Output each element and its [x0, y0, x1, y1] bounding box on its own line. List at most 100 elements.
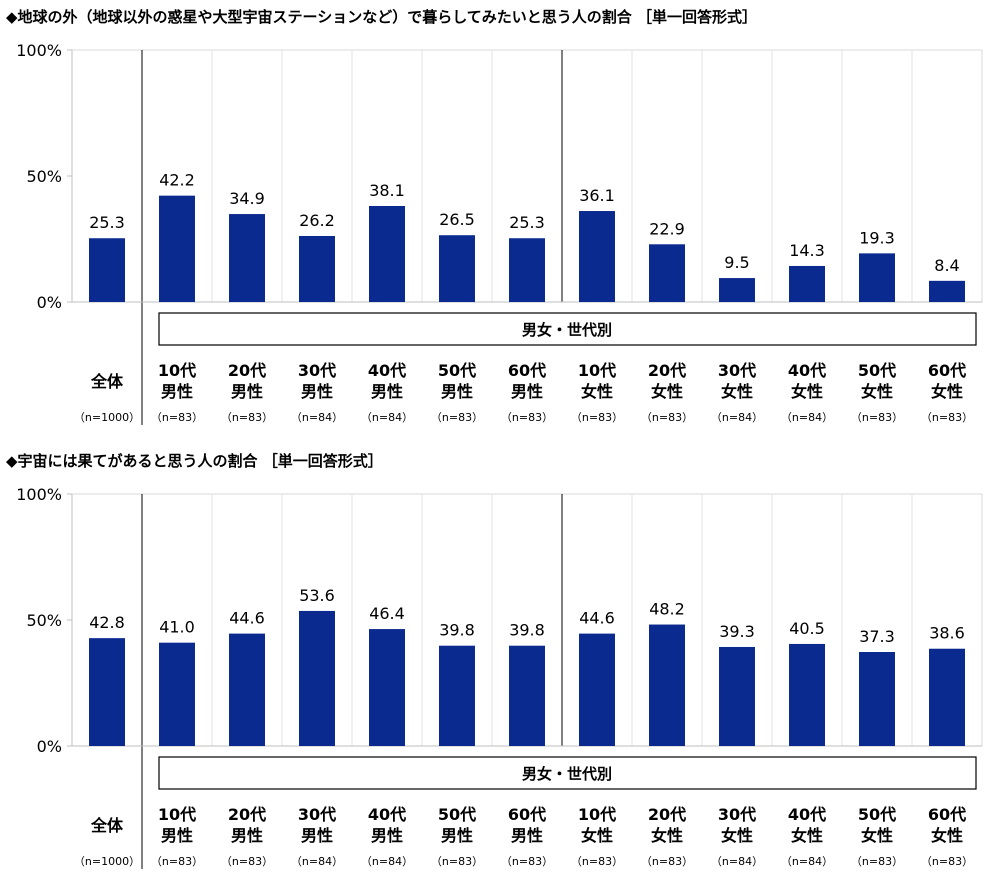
bar — [789, 643, 825, 746]
category-label: 女性 — [791, 382, 823, 401]
data-label: 42.2 — [159, 171, 195, 190]
data-label: 39.3 — [719, 622, 755, 641]
y-tick-label: 100% — [16, 41, 62, 60]
bar — [159, 642, 195, 746]
bar — [439, 645, 475, 746]
category-label: 60代 — [928, 361, 966, 380]
category-label: 男性 — [371, 382, 403, 401]
category-label: 40代 — [788, 805, 826, 824]
data-label: 39.8 — [439, 621, 475, 640]
category-label: 40代 — [368, 805, 406, 824]
sample-size-label: （n=84） — [711, 855, 763, 868]
category-label: 女性 — [931, 826, 963, 845]
bar — [649, 624, 685, 746]
sample-size-label: （n=83） — [851, 855, 903, 868]
category-label: 女性 — [861, 382, 893, 401]
category-label: 50代 — [858, 361, 896, 380]
chart-title: ◆宇宙には果てがあると思う人の割合 ［単一回答形式］ — [6, 452, 383, 470]
sample-size-label: （n=83） — [921, 855, 973, 868]
bar — [859, 652, 895, 746]
category-label: 10代 — [158, 805, 196, 824]
sample-size-label: （n=1000） — [74, 855, 140, 868]
category-label: 30代 — [718, 361, 756, 380]
sample-size-label: （n=83） — [921, 411, 973, 424]
y-tick-label: 100% — [16, 485, 62, 504]
y-tick-label: 0% — [37, 737, 62, 756]
bar — [929, 648, 965, 746]
category-label: 50代 — [438, 805, 476, 824]
category-label: 女性 — [721, 826, 753, 845]
sample-size-label: （n=83） — [221, 411, 273, 424]
data-label: 26.5 — [439, 210, 475, 229]
group-label: 男女・世代別 — [522, 765, 612, 783]
data-label: 9.5 — [724, 253, 749, 272]
category-label: 60代 — [508, 361, 546, 380]
category-label: 全体 — [90, 816, 124, 835]
category-label: 女性 — [721, 382, 753, 401]
sample-size-label: （n=84） — [361, 411, 413, 424]
category-label: 女性 — [931, 382, 963, 401]
sample-size-label: （n=83） — [431, 855, 483, 868]
bar — [579, 211, 615, 302]
bar — [159, 195, 195, 302]
category-label: 20代 — [228, 361, 266, 380]
sample-size-label: （n=84） — [711, 411, 763, 424]
category-label: 女性 — [861, 826, 893, 845]
category-label: 40代 — [368, 361, 406, 380]
category-label: 20代 — [648, 805, 686, 824]
category-label: 60代 — [928, 805, 966, 824]
category-label: 女性 — [651, 826, 683, 845]
bar — [719, 646, 755, 746]
sample-size-label: （n=84） — [781, 855, 833, 868]
category-label: 30代 — [298, 805, 336, 824]
category-label: 男性 — [161, 382, 193, 401]
category-label: 50代 — [858, 805, 896, 824]
bar — [789, 265, 825, 302]
data-label: 38.6 — [929, 624, 965, 643]
category-label: 10代 — [578, 805, 616, 824]
category-label: 女性 — [581, 826, 613, 845]
bar — [89, 638, 125, 746]
sample-size-label: （n=83） — [501, 411, 553, 424]
bar — [89, 238, 125, 302]
sample-size-label: （n=84） — [291, 855, 343, 868]
group-box — [158, 756, 977, 790]
category-label: 男性 — [231, 382, 263, 401]
category-label: 男性 — [511, 382, 543, 401]
category-label: 男性 — [441, 382, 473, 401]
bar — [929, 280, 965, 302]
category-label: 男性 — [511, 826, 543, 845]
category-label: 男性 — [231, 826, 263, 845]
sample-size-label: （n=83） — [851, 411, 903, 424]
category-label: 30代 — [298, 361, 336, 380]
chart-1: ◆地球の外（地球以外の惑星や大型宇宙ステーションなど）で暮らしてみたいと思う人の… — [6, 8, 983, 425]
bar — [229, 633, 265, 746]
category-label: 20代 — [648, 361, 686, 380]
sample-size-label: （n=84） — [361, 855, 413, 868]
bar — [719, 278, 755, 302]
sample-size-label: （n=1000） — [74, 411, 140, 424]
bar — [509, 238, 545, 302]
y-tick-label: 50% — [26, 611, 62, 630]
bar — [299, 610, 335, 746]
y-tick-label: 50% — [26, 167, 62, 186]
data-label: 46.4 — [369, 604, 405, 623]
data-label: 44.6 — [229, 609, 265, 628]
sample-size-label: （n=84） — [781, 411, 833, 424]
data-label: 36.1 — [579, 186, 615, 205]
category-label: 女性 — [651, 382, 683, 401]
data-label: 41.0 — [159, 618, 195, 637]
data-label: 39.8 — [509, 621, 545, 640]
chart-title: ◆地球の外（地球以外の惑星や大型宇宙ステーションなど）で暮らしてみたいと思う人の… — [6, 8, 757, 26]
bar — [229, 214, 265, 302]
category-label: 40代 — [788, 361, 826, 380]
category-label: 10代 — [578, 361, 616, 380]
bar — [439, 235, 475, 302]
category-label: 男性 — [301, 382, 333, 401]
chart-2: ◆宇宙には果てがあると思う人の割合 ［単一回答形式］ 0% 50% 100% 42.8 全… — [6, 452, 983, 869]
sample-size-label: （n=83） — [221, 855, 273, 868]
data-label: 8.4 — [934, 256, 959, 275]
data-label: 19.3 — [859, 228, 895, 247]
category-label: 男性 — [371, 826, 403, 845]
category-label: 10代 — [158, 361, 196, 380]
